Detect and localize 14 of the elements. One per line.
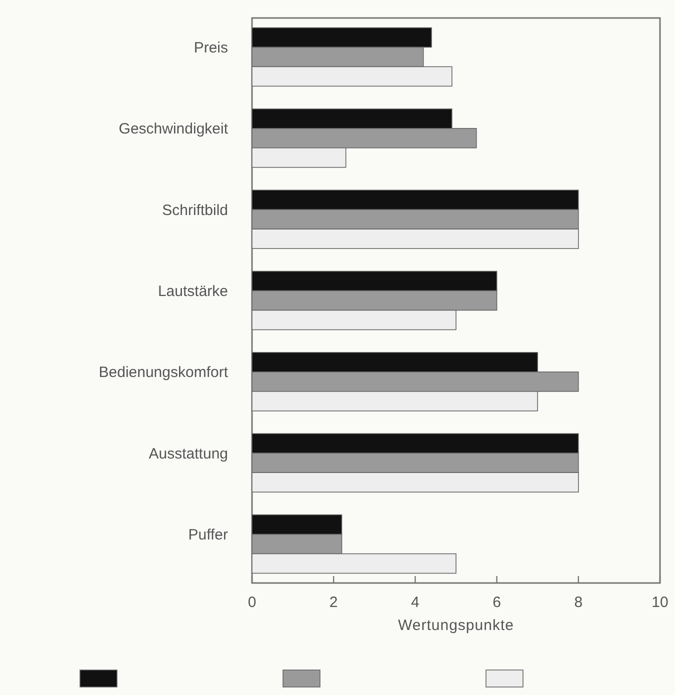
- x-tick-label: 10: [652, 594, 668, 611]
- y-tick-label: Geschwindigkeit: [118, 120, 229, 138]
- y-tick-label: Puffer: [188, 526, 228, 544]
- x-tick-label: 8: [574, 594, 583, 611]
- x-axis-title: Wertungspunkte: [398, 617, 514, 634]
- x-tick-label: 4: [411, 594, 420, 611]
- y-tick-label: Ausstattung: [148, 445, 228, 462]
- y-tick-label: Schriftbild: [162, 202, 228, 219]
- x-tick-label: 2: [329, 594, 338, 611]
- x-tick-label: 0: [248, 594, 256, 611]
- y-tick-label: Preis: [194, 39, 228, 56]
- x-tick-label: 6: [492, 594, 501, 611]
- y-tick-label: Bedienungskomfort: [98, 364, 229, 382]
- y-tick-label: Lautstärke: [158, 283, 228, 300]
